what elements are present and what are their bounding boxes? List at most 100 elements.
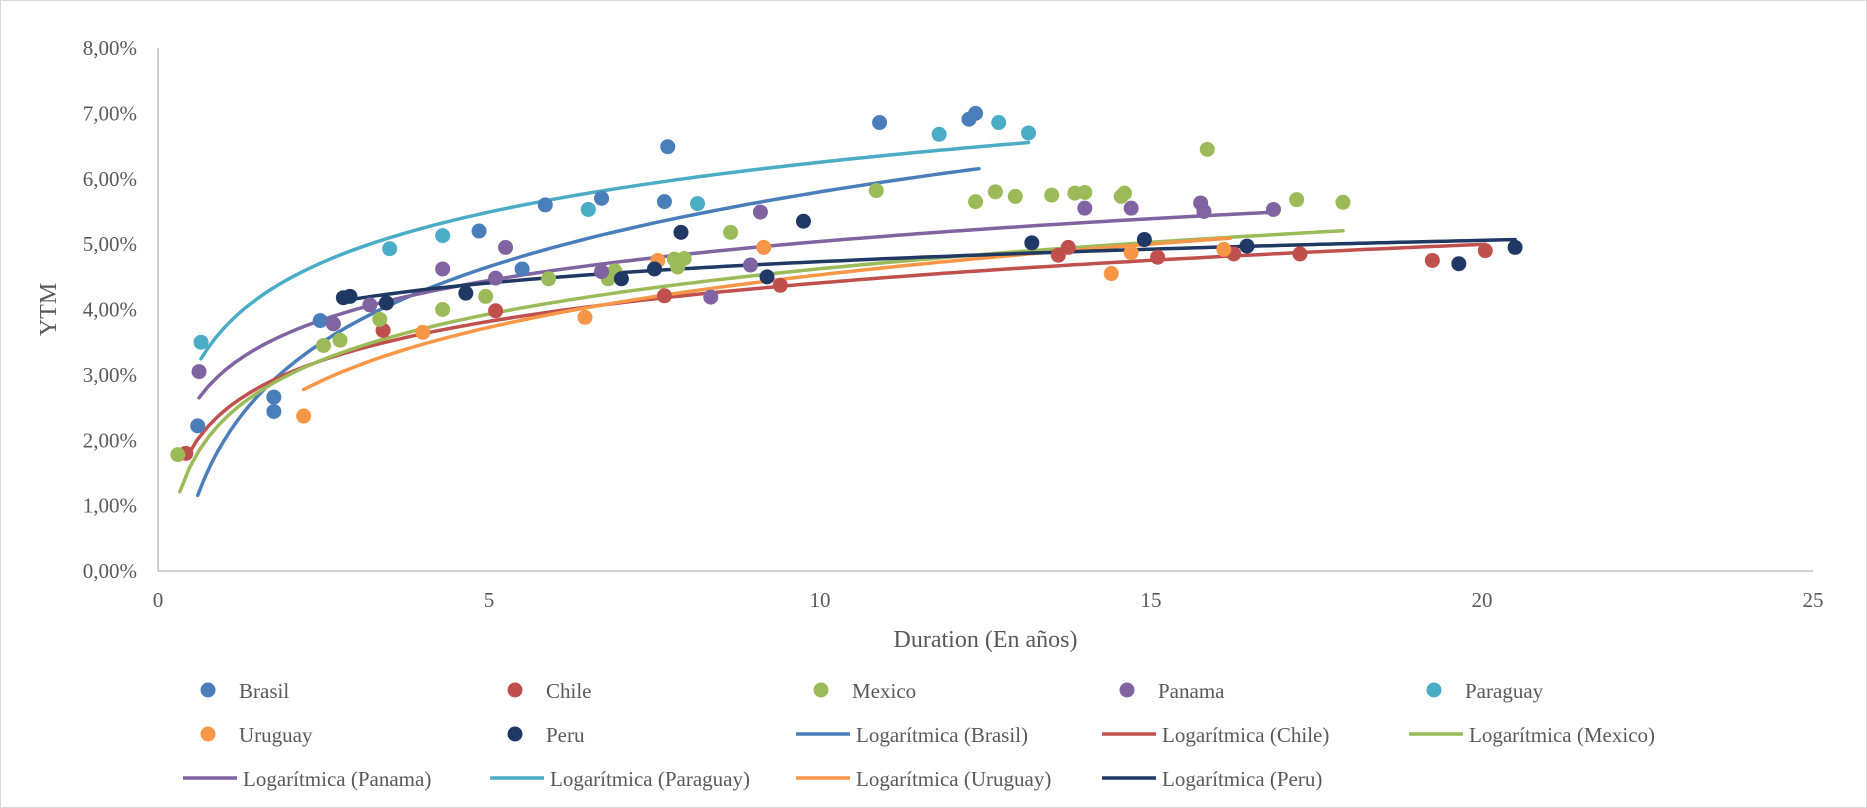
y-tick-label: 4,00%: [83, 298, 137, 322]
y-tick-label: 2,00%: [83, 428, 137, 452]
data-point: [488, 270, 504, 286]
y-tick-label: 7,00%: [83, 101, 137, 125]
data-point: [1060, 239, 1076, 255]
data-point: [1216, 241, 1232, 257]
data-point: [296, 408, 312, 424]
x-tick-label: 15: [1141, 588, 1162, 612]
legend-label: Panama: [1158, 679, 1225, 703]
trendline: [178, 228, 1345, 494]
y-axis-title: YTM: [36, 283, 62, 336]
y-tick-label: 8,00%: [83, 36, 137, 60]
legend-symbol: [507, 726, 523, 742]
data-point: [1123, 245, 1139, 261]
data-point: [759, 269, 775, 285]
data-point: [488, 303, 504, 319]
data-point: [594, 190, 610, 206]
data-point: [435, 261, 451, 277]
data-point: [987, 184, 1003, 200]
legend-symbol: [1119, 682, 1135, 698]
data-point: [325, 316, 341, 332]
data-point: [266, 389, 282, 405]
data-point: [1123, 200, 1139, 216]
data-point: [690, 196, 706, 212]
data-point: [316, 337, 331, 353]
data-point: [1239, 238, 1255, 254]
data-point: [968, 194, 984, 210]
trendline: [341, 237, 1517, 303]
data-point: [868, 183, 884, 199]
data-point: [190, 418, 206, 434]
trendline: [197, 210, 1276, 400]
data-point: [703, 289, 719, 305]
data-point: [193, 334, 209, 350]
data-point: [1289, 192, 1305, 208]
data-point: [1150, 249, 1166, 265]
legend-label: Uruguay: [239, 723, 313, 747]
y-tick-label: 3,00%: [83, 363, 137, 387]
data-point: [1199, 141, 1215, 157]
y-tick-labels: 0,00% 1,00% 2,00% 3,00% 4,00% 5,00% 6,00% 7,00%…: [83, 36, 137, 583]
data-point: [1335, 194, 1351, 210]
legend-label: Logarítmica (Paraguay): [550, 767, 750, 791]
data-point: [1507, 239, 1523, 255]
data-point: [613, 271, 629, 287]
data-point: [1077, 184, 1093, 200]
data-points: [170, 105, 1523, 463]
legend-label: Logarítmica (Peru): [1162, 767, 1322, 791]
data-point: [382, 241, 398, 257]
legend-label: Logarítmica (Panama): [243, 767, 431, 791]
data-point: [772, 277, 788, 293]
data-point: [1265, 201, 1281, 217]
data-point: [312, 313, 328, 329]
data-point: [872, 115, 888, 131]
data-point: [1044, 187, 1060, 203]
axes: [157, 48, 1813, 572]
legend: Brasil Chile Mexico Panama Paraguay Uruguay Pe…: [183, 679, 1655, 791]
legend-symbol: [200, 726, 216, 742]
data-point: [514, 261, 530, 277]
x-tick-label: 0: [153, 588, 164, 612]
data-point: [435, 302, 451, 317]
legend-label: Mexico: [852, 679, 916, 703]
x-tick-label: 20: [1472, 588, 1493, 612]
data-point: [656, 288, 672, 304]
trendline: [195, 166, 981, 498]
data-point: [372, 311, 388, 327]
data-point: [723, 224, 739, 240]
legend-label: Logarítmica (Brasil): [856, 723, 1028, 747]
data-point: [1024, 235, 1040, 251]
legend-symbol: [1426, 682, 1442, 698]
legend-label: Logarítmica (Mexico): [1469, 723, 1655, 747]
data-point: [1451, 256, 1467, 272]
data-point: [931, 126, 947, 142]
y-tick-label: 0,00%: [83, 559, 137, 583]
data-point: [752, 204, 768, 220]
data-point: [795, 213, 811, 229]
data-point: [756, 239, 772, 255]
data-point: [673, 224, 689, 240]
data-point: [580, 201, 596, 217]
data-point: [1424, 252, 1440, 268]
data-point: [1103, 266, 1119, 282]
legend-label: Peru: [546, 723, 585, 747]
data-point: [362, 297, 378, 313]
legend-symbol: [200, 682, 216, 698]
x-tick-label: 5: [484, 588, 495, 612]
data-point: [537, 197, 553, 213]
y-tick-label: 1,00%: [83, 494, 137, 518]
legend-label: Logarítmica (Uruguay): [856, 767, 1051, 791]
data-point: [541, 271, 557, 287]
data-point: [676, 251, 692, 267]
data-point: [332, 332, 348, 348]
data-point: [968, 105, 984, 121]
data-point: [342, 288, 358, 304]
data-point: [266, 403, 282, 419]
data-point: [656, 194, 672, 210]
data-point: [660, 139, 676, 155]
legend-symbol: [507, 682, 523, 698]
data-point: [435, 228, 451, 244]
data-point: [1077, 200, 1093, 216]
trendline: [199, 140, 1031, 361]
